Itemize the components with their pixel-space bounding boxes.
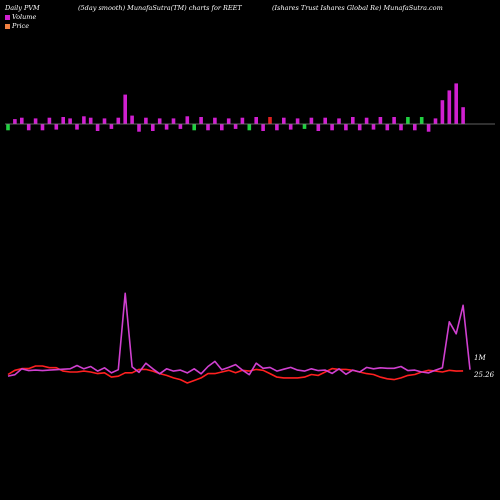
volume-bar bbox=[240, 117, 245, 124]
volume-bar bbox=[226, 118, 231, 124]
volume-bar bbox=[164, 124, 169, 130]
volume-bar bbox=[364, 117, 369, 124]
volume-bar bbox=[419, 117, 424, 124]
volume-bar bbox=[157, 118, 162, 124]
volume-bar bbox=[316, 124, 321, 131]
volume-bar bbox=[233, 124, 238, 129]
volume-bar bbox=[6, 124, 10, 131]
volume-bar bbox=[268, 117, 272, 124]
volume-bar bbox=[33, 118, 38, 124]
volume-bar bbox=[20, 117, 24, 124]
volume-bar bbox=[185, 116, 190, 124]
volume-bar bbox=[261, 124, 265, 131]
volume-bar bbox=[275, 124, 279, 131]
volume-bar bbox=[406, 117, 410, 124]
volume-bar bbox=[206, 124, 210, 131]
volume-bar bbox=[447, 90, 452, 124]
volume-bar bbox=[61, 117, 65, 124]
volume-bar bbox=[378, 117, 383, 124]
volume-bar bbox=[461, 107, 465, 124]
chart-title-right: (Ishares Trust Ishares Global Re) Munafa… bbox=[272, 4, 443, 12]
price-last-label: 25.26 bbox=[473, 371, 495, 379]
chart-title-center: (5day smooth) MunafaSutra(TM) charts for… bbox=[78, 4, 242, 12]
volume-bar bbox=[116, 117, 121, 124]
volume-bar bbox=[26, 124, 31, 131]
volume-bar bbox=[288, 124, 293, 130]
volume-bar bbox=[302, 124, 307, 129]
volume-bar bbox=[392, 117, 396, 124]
volume-bar bbox=[385, 124, 390, 131]
volume-bar bbox=[95, 124, 100, 131]
volume-line bbox=[7, 292, 471, 377]
legend-volume: Volume bbox=[5, 13, 36, 21]
volume-bar bbox=[109, 124, 114, 129]
volume-bar bbox=[102, 118, 107, 124]
volume-bar bbox=[82, 116, 86, 124]
volume-bar bbox=[68, 118, 72, 124]
legend-price: Price bbox=[5, 22, 29, 30]
volume-bar bbox=[440, 100, 445, 124]
volume-bar bbox=[357, 124, 362, 131]
volume-bar bbox=[220, 124, 224, 131]
price-line bbox=[7, 365, 464, 384]
volume-bar bbox=[151, 124, 155, 131]
volume-bar bbox=[13, 119, 17, 124]
volume-bar bbox=[344, 124, 348, 131]
legend-price-label: Price bbox=[12, 22, 30, 30]
volume-bar bbox=[426, 124, 431, 132]
volume-bar bbox=[454, 83, 458, 124]
volume-bar bbox=[254, 117, 258, 124]
volume-bar bbox=[178, 124, 183, 129]
volume-bar bbox=[247, 124, 252, 131]
volume-bar bbox=[371, 124, 376, 130]
volume-bar bbox=[351, 117, 355, 124]
volume-bar bbox=[47, 117, 52, 124]
volume-bar bbox=[213, 117, 217, 124]
volume-bar bbox=[330, 124, 334, 131]
legend-price-swatch bbox=[5, 23, 10, 29]
legend-volume-label: Volume bbox=[12, 13, 37, 21]
volume-bar bbox=[40, 124, 45, 131]
volume-bar bbox=[282, 117, 286, 124]
volume-bar bbox=[171, 118, 176, 124]
legend-volume-swatch bbox=[5, 14, 10, 20]
volume-bar bbox=[137, 124, 141, 132]
volume-bar bbox=[130, 115, 134, 124]
volume-bar bbox=[88, 117, 93, 124]
volume-bar bbox=[433, 118, 438, 124]
volume-bar bbox=[337, 118, 341, 124]
volume-bar bbox=[295, 118, 300, 124]
volume-bar bbox=[413, 124, 417, 131]
volume-bar bbox=[399, 124, 403, 131]
volume-bar bbox=[123, 94, 127, 124]
volume-bar bbox=[192, 124, 196, 131]
volume-bar bbox=[75, 124, 79, 130]
volume-bar bbox=[144, 117, 148, 124]
volume-bar bbox=[54, 124, 59, 130]
volume-bar bbox=[199, 117, 203, 124]
volume-last-label: 1M bbox=[474, 354, 486, 362]
volume-bar bbox=[323, 117, 327, 124]
volume-bar bbox=[309, 117, 314, 124]
chart-title-left: Daily PVM bbox=[5, 4, 40, 12]
